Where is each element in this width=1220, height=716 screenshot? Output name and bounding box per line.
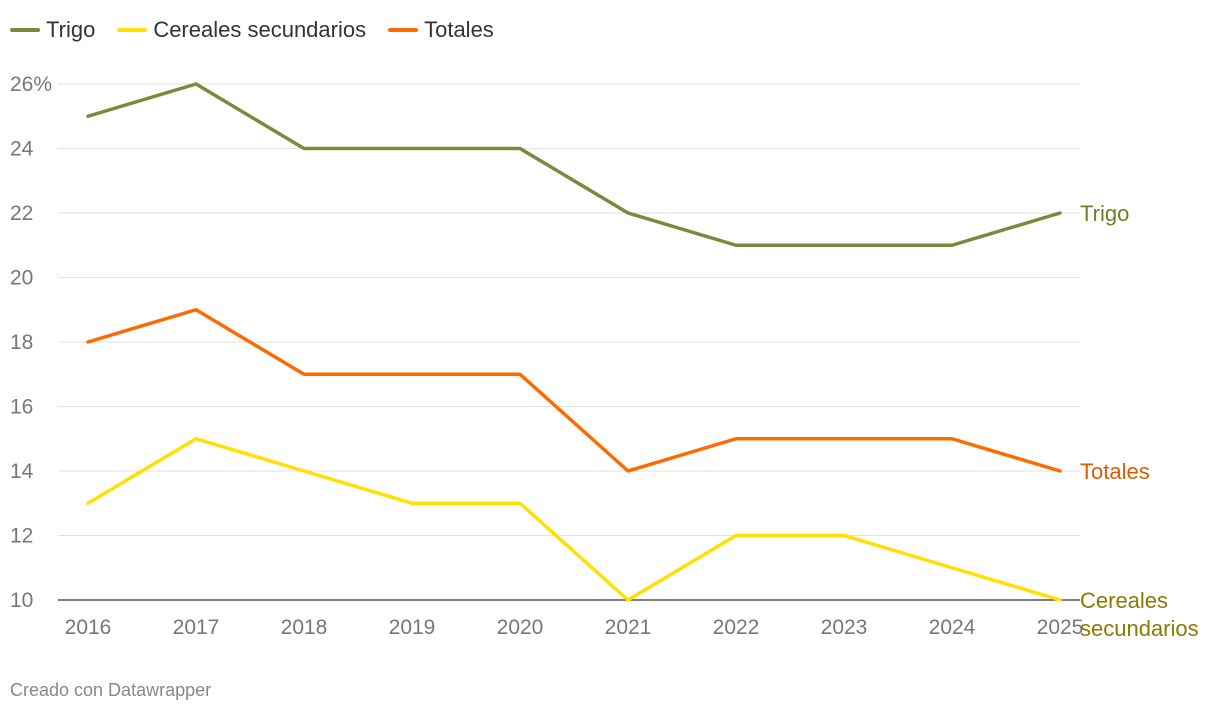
legend-item: Trigo	[10, 17, 95, 43]
legend-swatch	[388, 28, 419, 32]
legend-item: Totales	[388, 17, 494, 43]
y-tick-label: 16	[10, 396, 33, 419]
x-tick-label: 2020	[497, 616, 544, 639]
y-tick-label: 12	[10, 525, 33, 548]
x-tick-label: 2018	[281, 616, 328, 639]
y-tick-label: 24	[10, 138, 34, 161]
y-tick-label: 22	[10, 202, 33, 225]
footer-credit: Creado con Datawrapper	[10, 680, 212, 700]
legend-label: Totales	[424, 17, 494, 42]
x-tick-label: 2024	[929, 616, 976, 639]
series-end-labels: Trigo Cereales secundarios Totales	[1080, 201, 1199, 641]
legend-swatch	[10, 28, 40, 32]
legend-label: Trigo	[46, 17, 96, 42]
x-tick-label: 2022	[713, 616, 760, 639]
legend-label: Cereales secundarios	[153, 17, 367, 42]
series-end-label: Cereales secundarios	[1080, 588, 1199, 641]
y-tick-label: 26%	[10, 73, 52, 96]
x-tick-label: 2023	[821, 616, 868, 639]
y-tick-label: 20	[10, 267, 33, 290]
series-end-label: Totales	[1080, 459, 1150, 484]
x-tick-label: 2016	[65, 616, 112, 639]
x-tick-label: 2019	[389, 616, 436, 639]
x-axis: 2016 2017 2018 2019 2020 2021 2022 2023 2024 2025	[65, 616, 1084, 639]
y-axis: 10 12 14 16 18 20 22 24 26%	[10, 73, 52, 612]
y-tick-label: 18	[10, 331, 33, 354]
gridlines	[58, 83, 1080, 601]
series-line-cereales-secundarios	[86, 437, 1062, 602]
series-end-label: Trigo	[1080, 201, 1129, 226]
x-tick-label: 2017	[173, 616, 220, 639]
x-tick-label: 2025	[1037, 616, 1084, 639]
x-tick-label: 2021	[605, 616, 652, 639]
y-tick-label: 14	[10, 460, 34, 483]
legend-item: Cereales secundarios	[117, 17, 366, 43]
series-line-totales	[86, 308, 1062, 473]
series-lines	[86, 82, 1062, 602]
y-tick-label: 10	[10, 589, 33, 612]
chart-legend: Trigo Cereales secundarios Totales	[10, 14, 516, 46]
legend-swatch	[117, 28, 148, 32]
series-line-trigo	[86, 82, 1062, 247]
